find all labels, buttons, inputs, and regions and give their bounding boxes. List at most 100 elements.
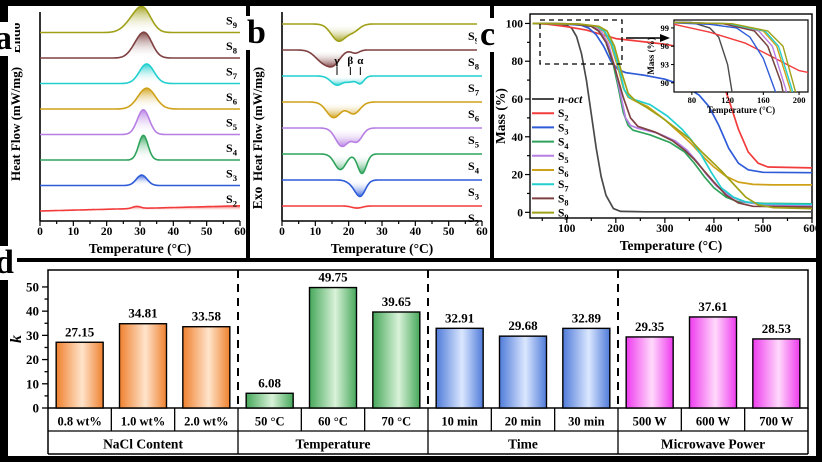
bar-value-label: 34.81	[128, 306, 157, 321]
series-line-S7	[40, 63, 240, 85]
series-line-S8	[282, 49, 482, 68]
group-label: Temperature	[296, 437, 371, 452]
x-tick-label: 500	[754, 223, 772, 235]
series-fill-S3	[40, 175, 240, 186]
series-line-S5	[532, 22, 812, 207]
series-fill-S4	[282, 154, 482, 174]
inset-line-S5	[674, 21, 787, 92]
series-line-S3	[40, 174, 240, 187]
series-line-S2	[282, 205, 482, 209]
inset-x-tick-label: 200	[793, 95, 806, 105]
bar-value-label: 32.89	[572, 310, 602, 325]
series-label-S5: S5	[468, 133, 479, 149]
zoom-arrow-head	[660, 34, 670, 42]
x-tick-label: 30	[134, 226, 146, 238]
panel-a-dsc-heating-chart: 0 10 20 30 40 50 60 Temperature (°C) Heat Flow (…	[8, 6, 246, 258]
dsc-a-svg: 0 10 20 30 40 50 60 Temperature (°C) Heat Flow (…	[8, 6, 246, 256]
legend-label-S3: S3	[558, 122, 569, 136]
inset-y-tick-label: 93	[661, 60, 670, 70]
series-line-S9	[532, 22, 812, 210]
series-label-S6: S6	[468, 107, 480, 123]
x-axis-title: Temperature (°C)	[89, 241, 192, 256]
inset-line-S3	[674, 22, 777, 92]
series-label-S2: S2	[226, 192, 237, 208]
bar-value-label: 37.61	[698, 299, 727, 314]
bar-value-label: 32.91	[445, 310, 474, 325]
inset-line-S2	[674, 23, 808, 74]
x-tick-label: 40	[410, 226, 422, 238]
bar-temperature-60-°C	[308, 286, 358, 409]
bar-category-label: 700 W	[759, 415, 794, 429]
bar-temperature-50-°C	[245, 392, 294, 409]
legend-label-S2: S2	[558, 108, 569, 122]
bar-value-label: 49.75	[318, 270, 348, 285]
inset-x-tick-label: 80	[688, 95, 697, 105]
series-label-S3: S3	[468, 185, 480, 201]
bar-chart-svg: 0 10 20 30 40 50 k 27.15 0.8 wt% 34.81 1.0 wt% 33.5…	[8, 269, 809, 455]
group-label: Microwave Power	[661, 437, 765, 452]
bar-category-label: 0.8 wt%	[57, 415, 101, 429]
series-label-S4: S4	[226, 141, 238, 157]
y-axis-title: Mass (%)	[494, 88, 508, 144]
bar-category-label: 70 °C	[382, 415, 412, 429]
series-fill-S9	[282, 24, 482, 42]
heat-flow-direction-label: Exo	[250, 187, 265, 210]
bar-value-label: 33.58	[192, 309, 222, 324]
inset-y-tick-label: 96	[661, 41, 670, 51]
legend-label-S7: S7	[558, 179, 569, 193]
inset-x-tick-label: 120	[721, 95, 734, 105]
y-tick-label: 20	[512, 170, 524, 182]
crystal-form-annotation-β: β	[347, 55, 353, 67]
x-tick-label: 100	[558, 223, 576, 235]
series-line-S4	[40, 134, 240, 161]
y-tick-label: 0	[517, 207, 523, 219]
bar-nacl-content-0.8-wt%	[55, 341, 104, 409]
x-tick-label: 20	[343, 226, 355, 238]
bar-temperature-70-°C	[372, 311, 421, 409]
y-tick-label: 20	[26, 352, 39, 367]
bar-microwave-power-700-W	[752, 338, 801, 409]
series-line-S6	[40, 87, 240, 110]
series-fill-S7	[40, 64, 240, 84]
series-label-S7: S7	[468, 81, 480, 97]
y-tick-label: 40	[512, 132, 524, 144]
series-line-S9	[282, 23, 482, 42]
legend-label-S6: S6	[558, 165, 569, 179]
series-label-S7: S7	[226, 65, 238, 81]
crystal-form-annotation-α: α	[357, 55, 364, 67]
zoom-region-box	[539, 19, 623, 65]
y-axis-title: Heat Flow (mW/mg)	[8, 67, 23, 181]
series-line-S5	[40, 109, 240, 136]
bar-category-label: 600 W	[696, 415, 731, 429]
series-label-S5: S5	[226, 116, 237, 132]
y-tick-label: 10	[26, 376, 39, 391]
inset-y-axis-title: Mass (%)	[646, 37, 656, 74]
series-fill-S6	[40, 88, 240, 109]
legend-label-S5: S5	[558, 151, 569, 165]
x-tick-label: 30	[376, 226, 388, 238]
bar-microwave-power-600-W	[688, 316, 738, 409]
bar-value-label: 6.08	[258, 375, 281, 390]
panel-label-b: b	[244, 16, 269, 50]
plot-frame	[529, 13, 813, 219]
series-fill-S3	[282, 180, 482, 197]
tga-svg: 100 200 300 400 500 600 0 20 40 60 80 100 Temperatur…	[494, 13, 816, 253]
group-label: NaCl Content	[103, 437, 183, 452]
series-label-S3: S3	[226, 167, 238, 183]
bar-value-label: 39.65	[382, 294, 412, 309]
legend-label-S8: S8	[558, 193, 569, 207]
series-label-S4: S4	[468, 159, 480, 175]
inset-line-n-oct	[674, 21, 733, 92]
series-fill-S5	[40, 109, 240, 135]
panel-label-a: a	[0, 22, 15, 56]
series-fill-S7	[282, 76, 482, 86]
panel-label-c: c	[477, 18, 499, 52]
group-label: Time	[508, 437, 538, 452]
series-line-S7	[282, 75, 482, 86]
bar-category-label: 30 min	[568, 415, 605, 429]
bar-category-label: 10 min	[441, 415, 478, 429]
series-label-S2: S2	[468, 211, 479, 227]
y-tick-label: 40	[26, 304, 39, 319]
bar-value-label: 27.15	[65, 324, 95, 339]
